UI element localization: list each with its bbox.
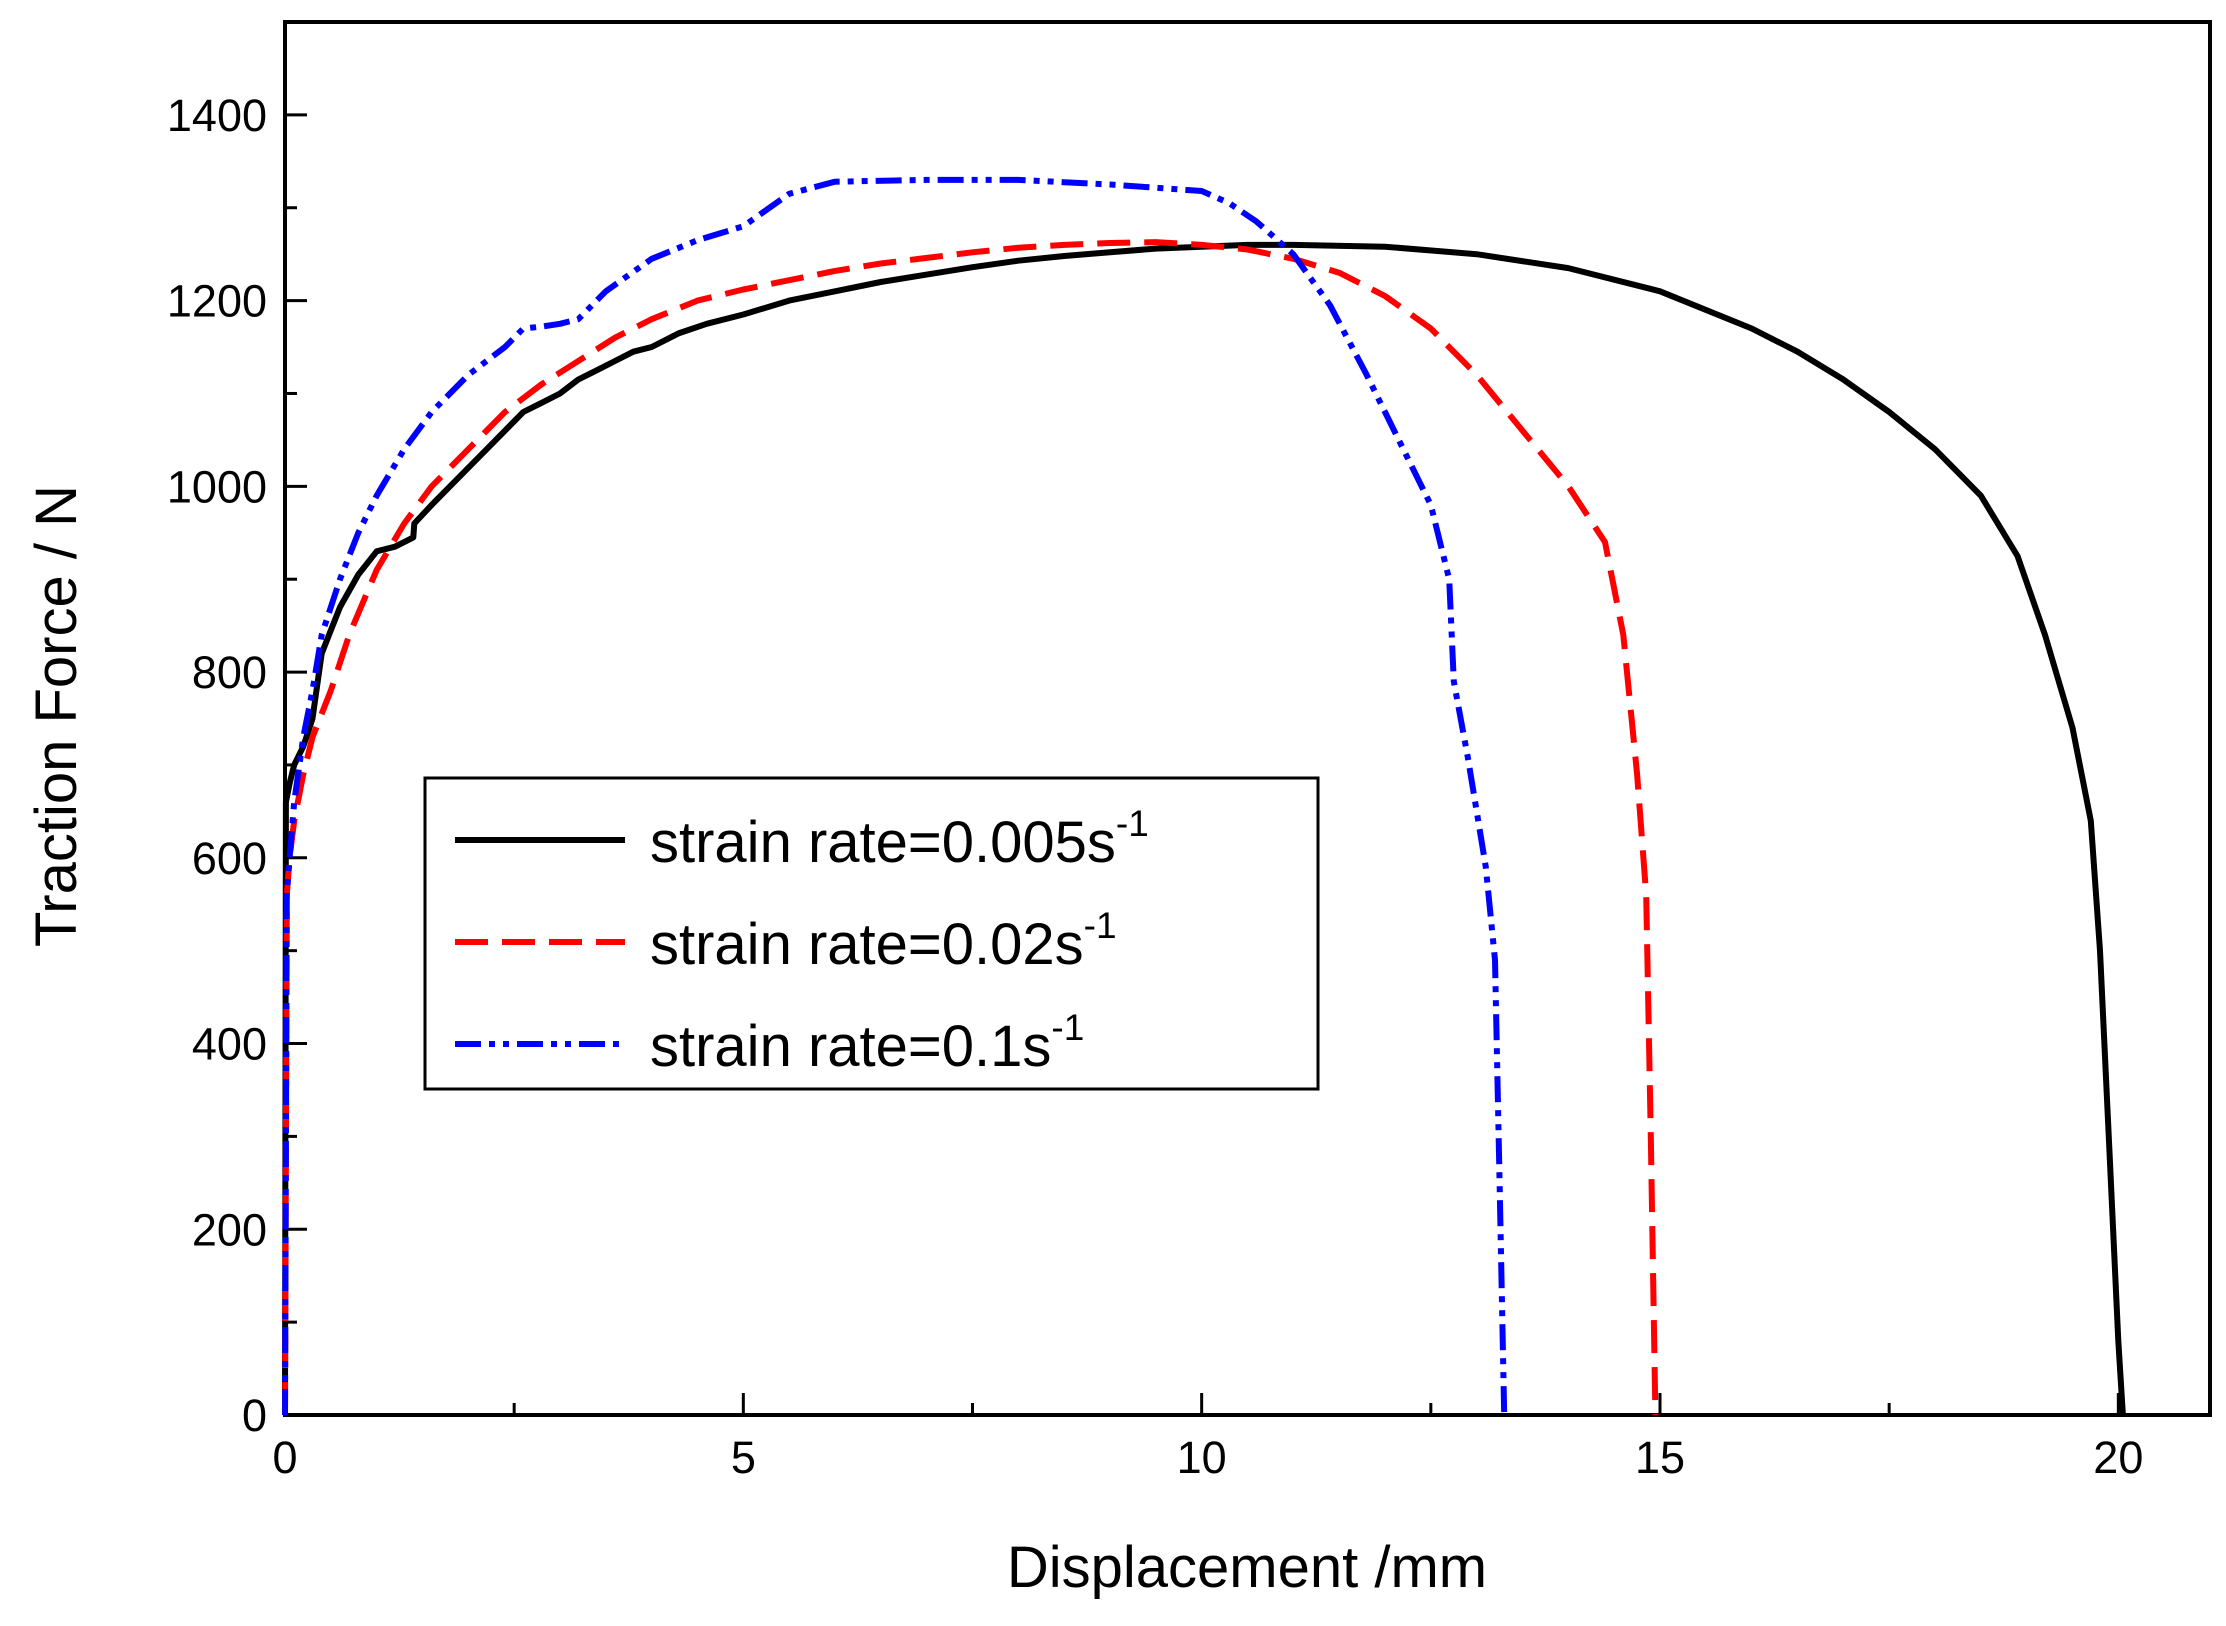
legend-label-0-main: strain rate=0.005s: [650, 810, 1116, 875]
legend-label-0: strain rate=0.005s-1: [650, 803, 1149, 875]
y-tick-label: 400: [192, 1019, 267, 1070]
plot-frame: [283, 20, 2212, 1417]
x-tick-label: 0: [272, 1432, 297, 1483]
series-line-0: [282, 241, 2126, 1416]
y-tick-label: 1400: [167, 90, 267, 141]
x-tick-label: 20: [2093, 1432, 2143, 1483]
x-tick-label: 15: [1635, 1432, 1685, 1483]
series-lines: [282, 176, 2126, 1416]
legend-label-0-sup: -1: [1116, 803, 1149, 844]
x-tick-label: 5: [731, 1432, 756, 1483]
legend-label-2-main: strain rate=0.1s: [650, 1014, 1051, 1079]
y-axis-title: Traction Force / N: [24, 485, 89, 947]
legend-box: [423, 776, 1320, 1091]
y-tick-label: 600: [192, 833, 267, 884]
legend-label-2-sup: -1: [1051, 1007, 1084, 1048]
legend-label-1-main: strain rate=0.02s: [650, 912, 1084, 977]
series-line-1: [282, 239, 1659, 1416]
axis-ticks: [283, 20, 2120, 1417]
y-tick-label: 1200: [167, 276, 267, 327]
y-tick-label: 800: [192, 647, 267, 698]
legend: strain rate=0.005s-1 strain rate=0.02s-1…: [423, 776, 1320, 1091]
x-axis-title: Displacement /mm: [1007, 1535, 1487, 1600]
series-line-2: [282, 176, 1508, 1416]
legend-label-1: strain rate=0.02s-1: [650, 905, 1117, 977]
y-tick-label: 0: [242, 1390, 267, 1441]
legend-label-1-sup: -1: [1084, 905, 1117, 946]
y-tick-label: 200: [192, 1204, 267, 1255]
legend-label-2: strain rate=0.1s-1: [650, 1007, 1084, 1079]
y-tick-label: 1000: [167, 461, 267, 512]
x-tick-label: 10: [1177, 1432, 1227, 1483]
